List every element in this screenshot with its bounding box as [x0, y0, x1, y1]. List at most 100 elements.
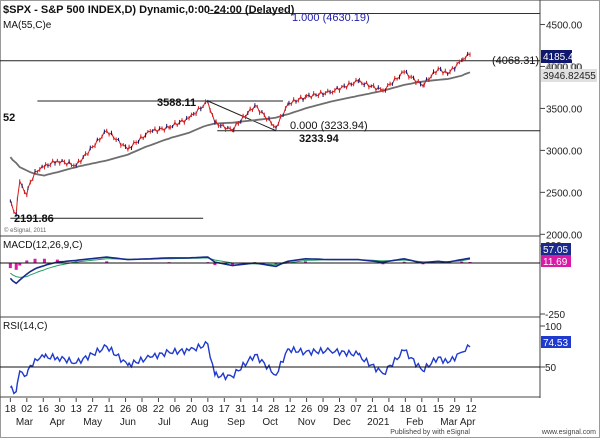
x-axis-tick-label: 04 — [383, 404, 395, 415]
x-axis-month-label: Sep — [227, 417, 245, 428]
ma-value-label: 3946.82455 — [543, 71, 596, 82]
rsi-line-path — [9, 340, 471, 395]
x-axis-month-label: Dec — [333, 417, 351, 428]
x-axis-month-label: Aug — [191, 417, 209, 428]
x-axis: 18 02 16 30 13 27 11 26 08 22 06 20 03 17 31 14 28 12 26 09… — [5, 398, 477, 428]
macd-histogram-bar — [274, 263, 278, 265]
moving-average-line — [9, 71, 471, 177]
x-axis-tick-label: 12 — [285, 404, 297, 415]
x-axis-month-label: Mar — [440, 417, 458, 428]
x-axis-tick-label: 16 — [38, 404, 50, 415]
x-axis-month-label: Apr — [460, 417, 476, 428]
x-axis-tick-label: 27 — [87, 404, 99, 415]
x-axis-tick-label: 15 — [433, 404, 445, 415]
fib-diagonal-line — [207, 100, 277, 132]
macd-histogram-bar — [213, 263, 217, 266]
x-axis-tick-label: 18 — [400, 404, 412, 415]
x-axis-tick-label: 26 — [120, 404, 132, 415]
support-resistance-lines — [0, 13, 540, 219]
ma-value-box — [541, 69, 597, 82]
macd-value-box — [541, 243, 571, 255]
macd-histogram-bar — [460, 261, 464, 263]
rsi-guides — [0, 325, 545, 368]
price-axis-tick-label: 4000.00 — [546, 62, 583, 73]
macd-histogram-bar — [303, 261, 307, 263]
footer-publisher: Published by with eSignal — [390, 429, 470, 436]
x-axis-tick-label: 28 — [268, 404, 280, 415]
fib-level-label: 1.000 (4630.19) — [292, 12, 370, 24]
x-axis-tick-label: 09 — [317, 404, 329, 415]
rsi-value-box — [541, 336, 571, 348]
x-axis-tick-label: 02 — [21, 404, 33, 415]
macd-histogram-bar — [231, 263, 235, 266]
x-axis-month-label: Feb — [406, 417, 424, 428]
macd-value-label: 57.05 — [543, 245, 568, 256]
x-axis-tick-label: 06 — [169, 404, 181, 415]
ma-indicator-label: MA(55,C)e — [3, 20, 52, 31]
x-axis-tick-label: 18 — [5, 404, 17, 415]
rsi-tick-100: 100 — [545, 322, 562, 333]
x-axis-tick-label: 08 — [136, 404, 148, 415]
chart-title: $SPX - S&P 500 INDEX,D) Dynamic,0:00-24:… — [3, 4, 295, 16]
macd-histogram-bar — [18, 263, 22, 266]
x-axis-tick-label: 07 — [350, 404, 362, 415]
macd-histogram-bar — [105, 261, 109, 263]
rsi-value-label: 74.53 — [543, 338, 568, 349]
price-series — [9, 51, 471, 217]
x-axis-month-label: 2021 — [367, 417, 390, 428]
march-low-label: 2191.86 — [14, 213, 54, 225]
x-axis-month-label: Oct — [262, 417, 278, 428]
rsi-tick-50: 50 — [545, 363, 557, 374]
macd-histogram-bar — [33, 258, 37, 263]
x-axis-month-label: Jun — [120, 417, 136, 428]
x-axis-month-label: Jul — [158, 417, 171, 428]
x-axis-tick-label: 22 — [153, 404, 165, 415]
macd-histogram-bar — [25, 260, 29, 263]
september-high-label: 3588.11 — [157, 97, 196, 109]
resistance-label: (4068.31) — [492, 55, 539, 67]
price-axis: 2000.00 2500.00 3000.00 3500.00 4000.00 4500.… — [540, 20, 583, 241]
fib-zero-label: 0.000 (3233.94) — [290, 120, 368, 132]
last-price-label: 4185.47 — [543, 52, 580, 63]
macd-histogram-bar — [402, 261, 406, 263]
x-axis-tick-label: 31 — [235, 404, 247, 415]
price-axis-tick-label: 4500.00 — [546, 20, 583, 31]
price-axis-tick-label: 2500.00 — [546, 188, 583, 199]
x-axis-tick-label: 23 — [334, 404, 346, 415]
x-axis-tick-label: 20 — [186, 404, 198, 415]
macd-histogram-bar — [8, 263, 12, 269]
moving-average — [9, 71, 471, 177]
histogram-value-box — [541, 255, 571, 267]
x-axis-tick-label: 30 — [54, 404, 66, 415]
low-value-label: 3233.94 — [299, 133, 340, 145]
x-axis-tick-label: 21 — [367, 404, 379, 415]
macd-histogram-bar — [42, 258, 46, 263]
price-axis-tick-label: 3500.00 — [546, 104, 583, 115]
x-axis-month-label: Mar — [16, 417, 34, 428]
price-axis-tick-label: 3000.00 — [546, 146, 583, 157]
esignal-watermark: © eSignal, 2011 — [4, 227, 47, 234]
price-axis-tick-label: 2000.00 — [546, 230, 583, 241]
x-axis-tick-label: 01 — [416, 404, 428, 415]
histogram-value-label: 11.69 — [543, 257, 568, 268]
x-axis-tick-label: 29 — [449, 404, 461, 415]
hidden-axis-label: 4000.00 — [545, 62, 582, 73]
panel-dividers — [0, 0, 541, 398]
x-axis-tick-label: 14 — [252, 404, 264, 415]
x-axis-tick-label: 11 — [104, 404, 115, 415]
x-axis-tick-label: 13 — [71, 404, 83, 415]
rsi-title: RSI(14,C) — [3, 321, 47, 332]
rsi-line — [9, 340, 471, 395]
partial-value-label: 52 — [3, 112, 15, 124]
macd-histogram-bar — [381, 263, 385, 265]
macd-histogram-bar — [14, 263, 18, 270]
last-price-box — [541, 50, 572, 63]
x-axis-tick-label: 26 — [301, 404, 313, 415]
macd-tick-neg250: -250 — [545, 310, 565, 321]
x-axis-month-label: Nov — [298, 417, 316, 428]
x-axis-tick-label: 17 — [219, 404, 231, 415]
x-axis-tick-label: 12 — [466, 404, 478, 415]
footer-website: www.esignal.com — [541, 429, 596, 436]
